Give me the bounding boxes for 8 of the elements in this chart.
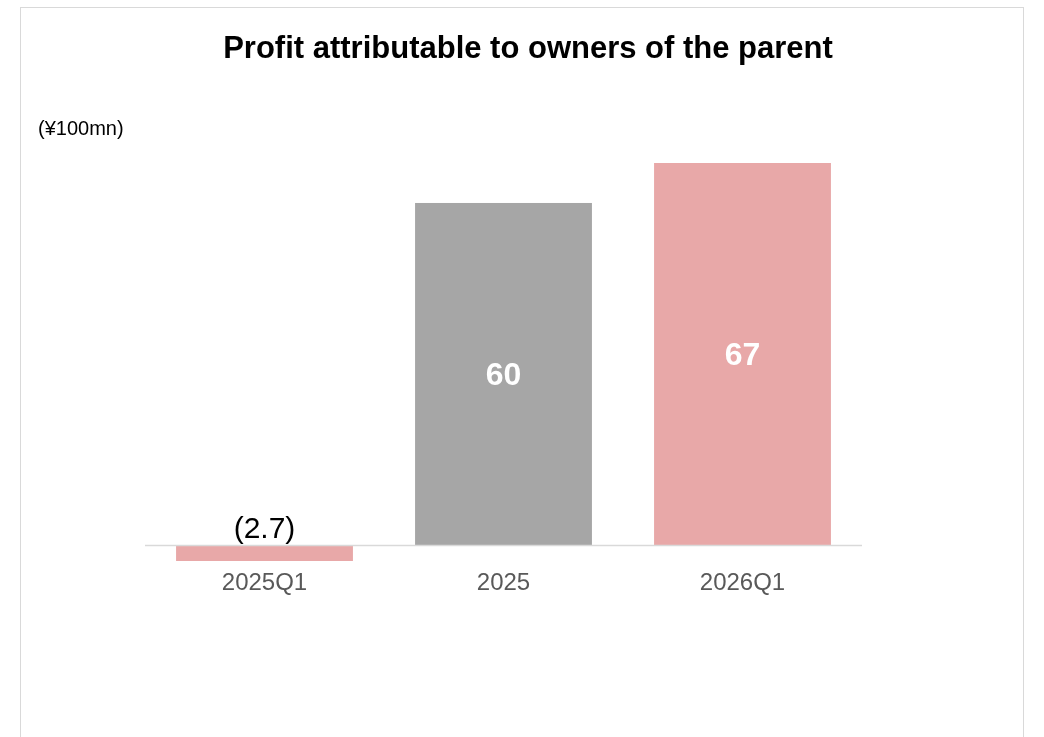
x-tick-label: 2025Q1 — [221, 568, 308, 595]
data-label: 60 — [485, 356, 522, 393]
data-label: (2.7) — [233, 510, 296, 544]
data-label: 67 — [724, 336, 761, 373]
y-axis-title: (¥100mn) — [38, 117, 124, 139]
x-tick-label: 2025 — [476, 568, 531, 595]
x-tick-label: 2026Q1 — [699, 568, 786, 595]
chart-title: Profit attributable to owners of the parent — [223, 30, 833, 65]
